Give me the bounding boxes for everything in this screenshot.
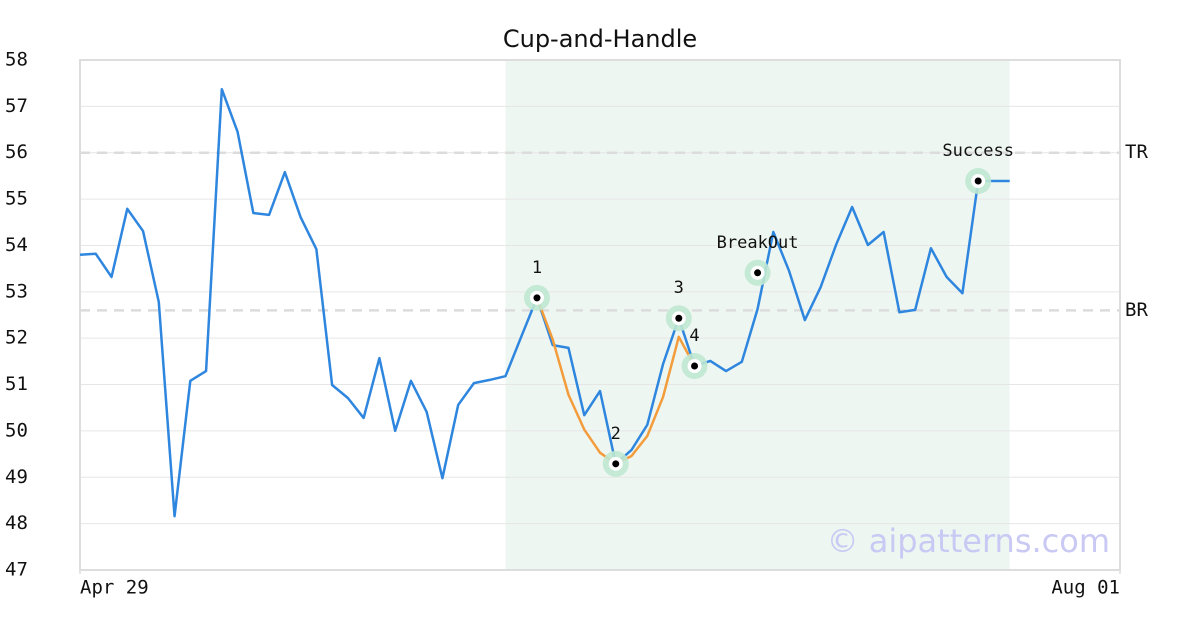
- chart-title: Cup-and-Handle: [503, 25, 697, 53]
- y-tick-label: 47: [5, 559, 28, 581]
- y-tick-label: 48: [5, 512, 28, 534]
- marker-dot: [754, 269, 762, 277]
- y-tick-label: 50: [5, 419, 28, 441]
- level-label: BR: [1125, 299, 1148, 321]
- y-tick-label: 51: [5, 373, 28, 395]
- y-tick-label: 55: [5, 188, 28, 210]
- y-tick-label: 53: [5, 280, 28, 302]
- watermark: © aipatterns.com: [827, 522, 1110, 560]
- marker-label: 2: [611, 424, 621, 444]
- marker-label: BreakOut: [717, 233, 799, 253]
- pattern-zone: [505, 60, 1010, 570]
- level-label: TR: [1125, 141, 1148, 163]
- y-tick-label: 58: [5, 49, 28, 71]
- y-tick-label: 49: [5, 466, 28, 488]
- marker-dot: [691, 362, 699, 370]
- marker-dot: [675, 314, 683, 322]
- y-tick-label: 54: [5, 234, 28, 256]
- x-tick-label: Apr 29: [80, 577, 149, 599]
- marker-dot: [974, 177, 982, 185]
- plot-frame: [79, 59, 1121, 571]
- marker-label: 4: [689, 326, 699, 346]
- y-tick-label: 57: [5, 95, 28, 117]
- y-tick-label: 52: [5, 327, 28, 349]
- x-tick-label: Aug 01: [1051, 577, 1120, 599]
- marker-label: 1: [532, 258, 542, 278]
- marker-label: 3: [674, 278, 684, 298]
- marker-dot: [533, 294, 541, 302]
- marker-label: Success: [942, 141, 1014, 161]
- y-tick-label: 56: [5, 141, 28, 163]
- marker-dot: [612, 460, 620, 468]
